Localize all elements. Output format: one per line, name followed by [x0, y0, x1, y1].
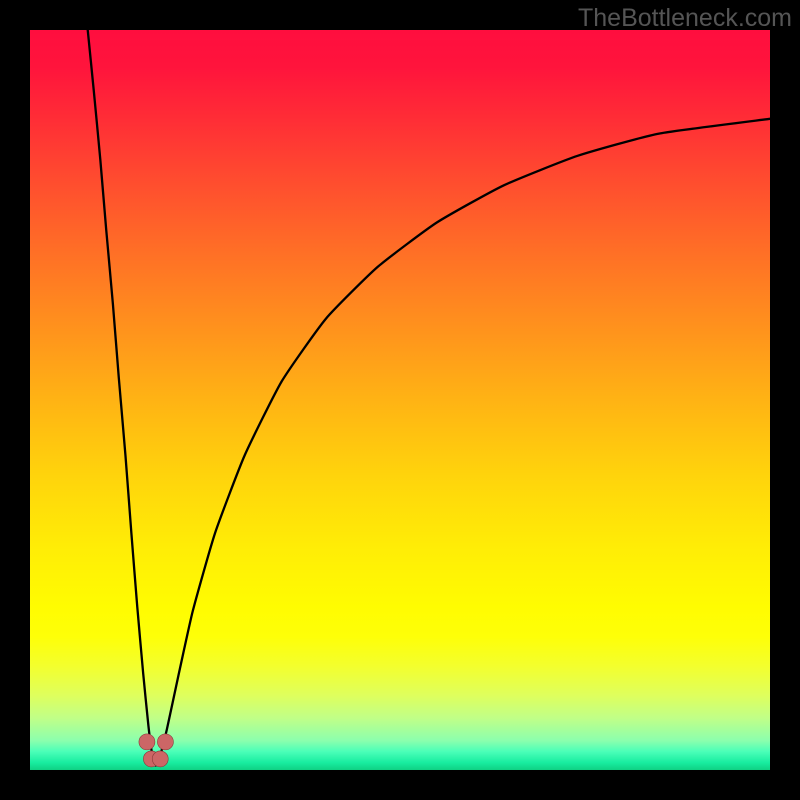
- bottleneck-chart: [0, 0, 800, 800]
- chart-container: TheBottleneck.com: [0, 0, 800, 800]
- marker-dot: [152, 751, 168, 767]
- watermark-text: TheBottleneck.com: [578, 4, 792, 33]
- marker-dot: [139, 734, 155, 750]
- marker-dot: [157, 734, 173, 750]
